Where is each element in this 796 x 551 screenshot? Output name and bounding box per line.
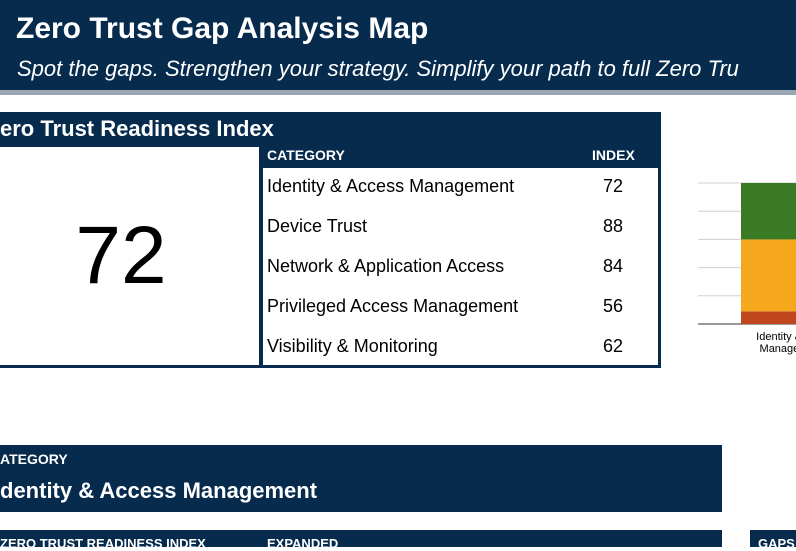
page-subtitle: Spot the gaps. Strengthen your strategy.… xyxy=(17,56,739,81)
category-cell: Device Trust xyxy=(267,216,368,236)
header-rule xyxy=(0,90,796,95)
detail-columns xyxy=(0,530,722,547)
bar-segment xyxy=(741,311,796,324)
category-cell: Network & Application Access xyxy=(267,256,505,276)
x-tick-label: Identity & A xyxy=(756,331,796,343)
index-cell: 88 xyxy=(602,216,624,236)
chart: Identity & AManagem xyxy=(698,182,796,355)
detail-label: ATEGORY xyxy=(0,451,68,467)
index-cell: 56 xyxy=(602,296,624,316)
index-cell: 62 xyxy=(602,336,624,356)
category-cell: Visibility & Monitoring xyxy=(267,336,438,356)
score-box xyxy=(0,147,259,365)
column-header: CATEGORY xyxy=(267,147,345,163)
detail-column: EXPANDED xyxy=(267,536,339,551)
x-tick-label: Managem xyxy=(760,343,796,355)
detail-value: dentity & Access Management xyxy=(0,478,318,503)
header xyxy=(0,0,796,90)
detail-header xyxy=(0,445,722,512)
table-body xyxy=(263,168,658,365)
detail-column: ZERO TRUST READINESS INDEX xyxy=(0,536,206,551)
column-header: INDEX xyxy=(592,147,635,163)
gaps-title: GAPS xyxy=(758,536,795,551)
gaps-panel xyxy=(750,530,796,547)
bar-segment xyxy=(741,183,796,240)
bar-segment xyxy=(741,239,796,312)
index-cell: 72 xyxy=(602,176,624,196)
page-title: Zero Trust Gap Analysis Map xyxy=(16,12,429,45)
panel-title: ero Trust Readiness Index xyxy=(0,116,274,141)
score: 72 xyxy=(75,210,167,301)
category-cell: Privileged Access Management xyxy=(267,296,519,316)
category-cell: Identity & Access Management xyxy=(267,176,515,196)
index-cell: 84 xyxy=(602,256,624,276)
